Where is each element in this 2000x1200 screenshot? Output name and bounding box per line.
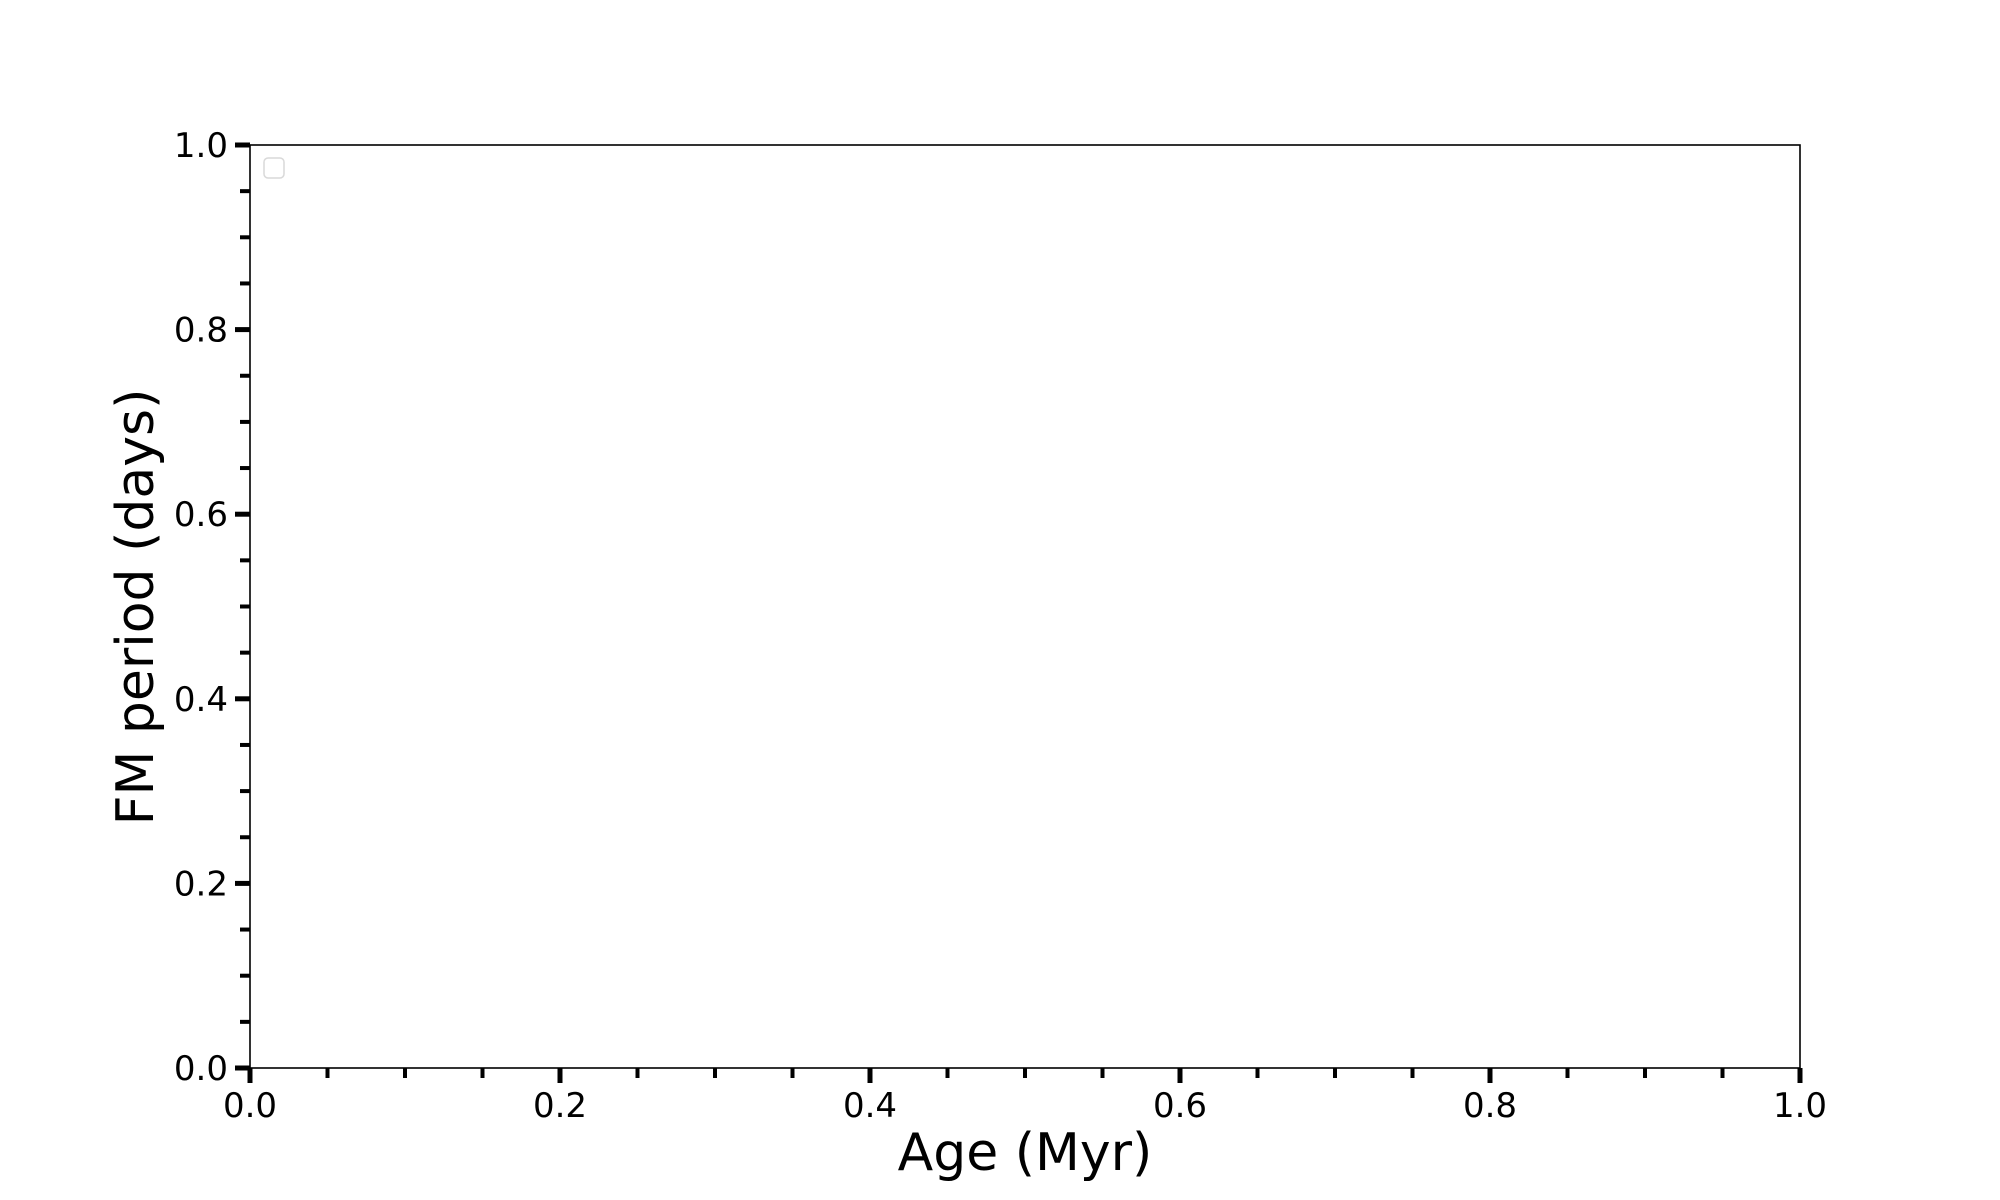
legend-box (263, 157, 285, 179)
y-tick-label: 0.4 (174, 680, 228, 720)
y-axis-label: FM period (days) (106, 389, 166, 826)
plot-area (249, 144, 1801, 1069)
x-tick-label: 0.0 (223, 1086, 277, 1126)
x-tick-label: 0.8 (1463, 1086, 1517, 1126)
x-tick-label: 0.2 (533, 1086, 587, 1126)
x-axis-label: Age (Myr) (898, 1123, 1153, 1183)
x-tick-label: 0.4 (843, 1086, 897, 1126)
y-tick-label: 0.0 (174, 1049, 228, 1089)
ticks (235, 142, 1803, 1083)
y-tick-label: 0.2 (174, 864, 228, 904)
y-tick-label: 0.8 (174, 311, 228, 351)
x-tick-label: 1.0 (1773, 1086, 1827, 1126)
x-tick-label: 0.6 (1153, 1086, 1207, 1126)
y-tick-label: 1.0 (174, 126, 228, 166)
tick-labels: 0.0 0.2 0.4 0.6 0.8 1.0 0.0 0.2 0.4 0.6 0.8 1.0 (174, 126, 1827, 1126)
y-tick-label: 0.6 (174, 495, 228, 535)
